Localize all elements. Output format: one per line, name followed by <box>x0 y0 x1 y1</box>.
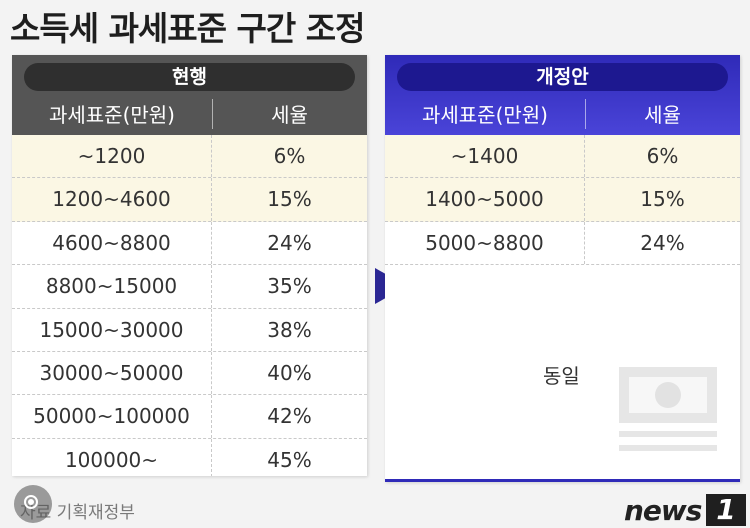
table-row: ~1400 6% <box>385 135 740 179</box>
bracket-cell: 50000~100000 <box>12 395 212 438</box>
rate-cell: 38% <box>267 317 312 342</box>
bracket-cell: ~1200 <box>12 135 212 178</box>
panel-bottom-line <box>385 479 740 482</box>
rate-cell: 45% <box>267 447 312 472</box>
lens-search-icon[interactable] <box>14 485 52 523</box>
current-col-bracket: 과세표준(만원) <box>48 103 175 127</box>
revised-table: 개정안 과세표준(만원) 세율 ~1400 6% 1400~5000 15% 5… <box>385 55 740 482</box>
table-row: 4600~8800 24% <box>12 221 367 266</box>
rate-cell: 15% <box>267 187 312 212</box>
revised-col-bracket: 과세표준(만원) <box>421 103 548 127</box>
bracket-cell: 5000~8800 <box>385 221 585 265</box>
current-table: 현행 과세표준(만원) 세율 ~1200 6% 1200~4600 15% 46… <box>12 55 367 476</box>
news-logo-mark: 1 <box>706 494 746 526</box>
table-row: 30000~50000 40% <box>12 351 367 396</box>
table-row: 1200~4600 15% <box>12 178 367 222</box>
bracket-cell: 30000~50000 <box>12 351 212 395</box>
rate-cell: 15% <box>640 187 685 212</box>
bracket-cell: 100000~ <box>12 438 212 476</box>
bracket-cell: 1200~4600 <box>12 178 212 221</box>
table-row: 1400~5000 15% <box>385 178 740 222</box>
current-col-rate: 세율 <box>271 103 308 127</box>
revised-label: 개정안 <box>397 63 728 91</box>
table-row: 5000~8800 24% <box>385 221 740 266</box>
rate-cell: 24% <box>640 230 685 255</box>
rate-cell: 6% <box>273 144 306 168</box>
rate-cell: 24% <box>267 230 312 255</box>
revised-table-header: 개정안 과세표준(만원) 세율 <box>385 55 740 135</box>
table-row: 15000~30000 38% <box>12 308 367 352</box>
rate-cell: 42% <box>267 404 312 429</box>
bracket-cell: ~1400 <box>385 135 585 178</box>
rate-cell: 40% <box>267 360 312 385</box>
current-label: 현행 <box>24 63 355 91</box>
rate-cell: 6% <box>646 144 679 168</box>
table-row: ~1200 6% <box>12 135 367 179</box>
table-row: 50000~100000 42% <box>12 395 367 439</box>
rate-cell: 35% <box>267 274 312 299</box>
bracket-cell: 8800~15000 <box>12 265 212 308</box>
bracket-cell: 1400~5000 <box>385 178 585 221</box>
table-row: 8800~15000 35% <box>12 265 367 309</box>
page-title: 소득세 과세표준 구간 조정 <box>10 9 365 48</box>
bracket-cell: 15000~30000 <box>12 308 212 351</box>
revised-col-rate: 세율 <box>644 103 681 127</box>
same-as-current-text: 동일 <box>543 364 580 388</box>
bracket-cell: 4600~8800 <box>12 221 212 265</box>
news-logo: news <box>624 494 702 527</box>
current-table-header: 현행 과세표준(만원) 세율 <box>12 55 367 135</box>
table-row: 100000~ 45% <box>12 438 367 476</box>
banknote-icon <box>619 367 717 451</box>
